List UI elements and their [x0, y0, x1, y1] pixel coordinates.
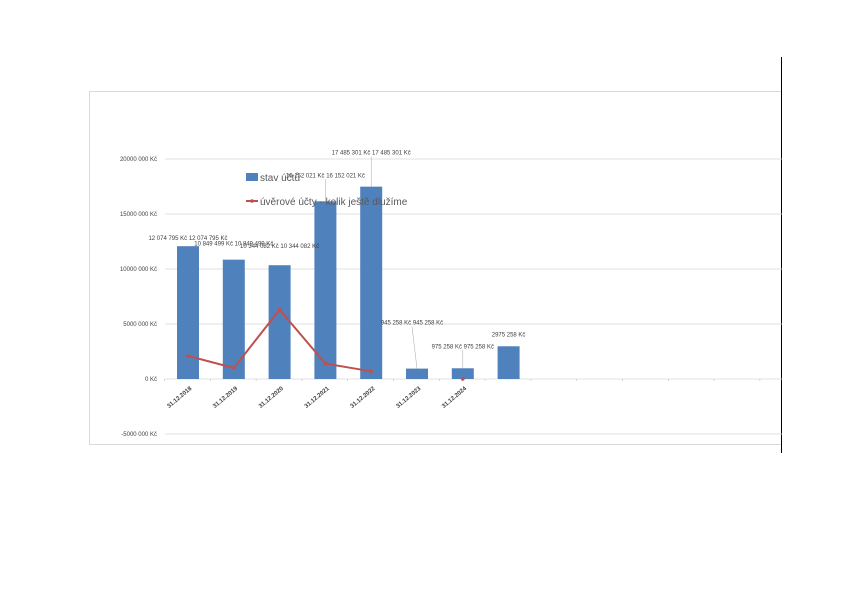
- line-point: [186, 354, 190, 358]
- x-category-label: 31.12.2018: [166, 386, 193, 410]
- line-point: [277, 307, 282, 312]
- line-point: [461, 377, 465, 381]
- bar-data-label: 10 344 082 Kč 10 344 082 Kč: [240, 244, 319, 250]
- data-label-leader: [411, 326, 418, 369]
- bar-stav-uctu: [360, 186, 383, 379]
- y-tick-label: 20000 000 Kč: [120, 157, 157, 163]
- x-category-label: 31.12.2024: [441, 386, 468, 410]
- bar-data-label: 17 485 301 Kč 17 485 301 Kč: [332, 151, 411, 157]
- x-category-label: 31.12.2019: [212, 386, 239, 410]
- y-tick-label: 0 Kč: [145, 377, 157, 383]
- line-point: [232, 366, 236, 370]
- bar-data-label: 2975 258 Kč: [492, 332, 526, 338]
- x-category-label: 31.12.2020: [258, 386, 285, 410]
- bar-data-label: 12 074 795 Kč 12 074 795 Kč: [148, 236, 227, 242]
- y-tick-label: -5000 000 Kč: [121, 432, 157, 438]
- chart-frame: [89, 91, 782, 445]
- bar-data-label: 975 258 Kč 975 258 Kč: [432, 344, 494, 350]
- y-tick-label: 15000 000 Kč: [120, 212, 157, 218]
- bar-data-label: 16 152 021 Kč 16 152 021 Kč: [286, 173, 365, 179]
- x-category-label: 31.12.2021: [304, 386, 331, 410]
- bar-stav-uctu: [451, 368, 474, 379]
- bar-stav-uctu: [314, 201, 337, 379]
- bar-stav-uctu: [177, 246, 199, 379]
- bar-stav-uctu: [497, 346, 520, 379]
- y-tick-label: 5000 000 Kč: [123, 322, 157, 328]
- bar-data-label: 945 258 Kč 945 258 Kč: [381, 321, 443, 327]
- legend-swatch-bar: [246, 173, 258, 181]
- line-point: [323, 361, 328, 366]
- legend-label-uverove-ucty: úvěrové účty - kolik ještě dlužíme: [260, 197, 408, 208]
- bar-stav-uctu: [406, 368, 428, 379]
- x-category-label: 31.12.2022: [350, 386, 377, 410]
- bar-stav-uctu: [222, 259, 245, 379]
- x-category-label: 31.12.2023: [395, 386, 422, 410]
- legend-label-stav-uctu: stav účtů: [260, 172, 300, 184]
- bar-data-label: 10 849 499 Kč 10 849 499 Kč: [194, 242, 273, 248]
- page-edge-rule: [781, 57, 782, 453]
- line-point: [369, 369, 374, 374]
- y-tick-label: 10000 000 Kč: [120, 267, 157, 273]
- legend-swatch-marker: [250, 199, 254, 203]
- bar-stav-uctu: [268, 265, 291, 379]
